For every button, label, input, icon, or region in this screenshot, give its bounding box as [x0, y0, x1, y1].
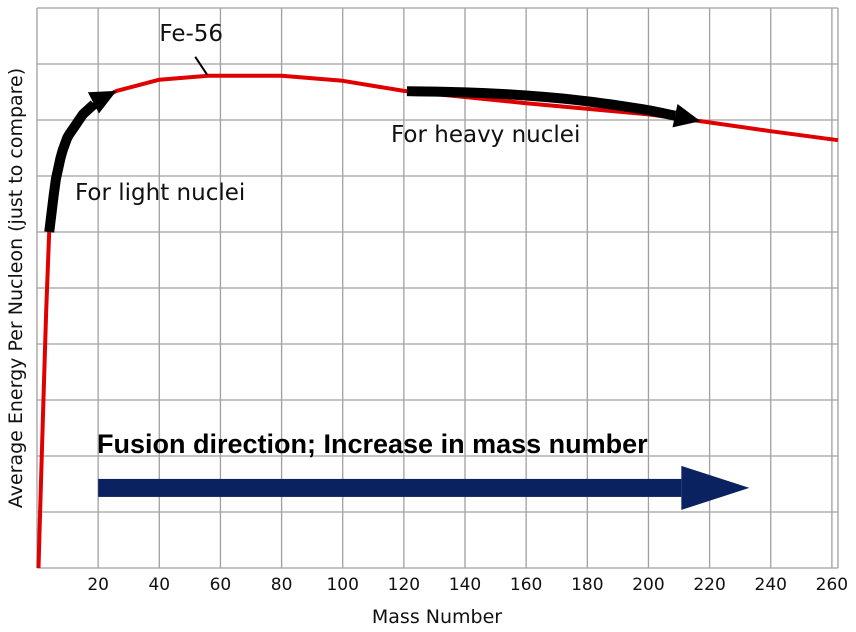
x-ticks: 20 40 60 80 100 120 140 160 180 200 220 240 260 [87, 575, 848, 595]
x-tick-label: 100 [326, 575, 358, 595]
x-tick-label: 80 [271, 575, 293, 595]
x-tick-label: 240 [755, 575, 787, 595]
x-axis-title: Mass Number [372, 606, 502, 628]
fusion-arrow-head [681, 465, 750, 510]
light-nuclei-label: For light nuclei [75, 180, 245, 206]
light-nuclei-arrow-shaft [44, 100, 101, 233]
x-tick-label: 260 [816, 575, 848, 595]
y-axis-title: Average Energy Per Nucleon (just to comp… [5, 68, 27, 508]
x-tick-label: 120 [388, 575, 420, 595]
fe56-pointer-line [194, 56, 209, 76]
grid [36, 7, 839, 569]
annotations: Fe-56 For light nuclei For heavy nuclei Fus… [44, 21, 750, 510]
x-tick-label: 20 [87, 575, 109, 595]
x-tick-label: 40 [148, 575, 170, 595]
x-tick-label: 60 [210, 575, 232, 595]
heavy-nuclei-label: For heavy nuclei [391, 122, 580, 148]
energy-curve [36, 73, 839, 569]
fe56-label: Fe-56 [159, 21, 223, 47]
fusion-arrow-shaft [98, 478, 682, 497]
x-tick-label: 220 [693, 575, 725, 595]
x-tick-label: 180 [571, 575, 603, 595]
heavy-nuclei-arrow-head [672, 103, 701, 128]
x-tick-label: 200 [632, 575, 664, 595]
heavy-nuclei-arrow-shaft [406, 86, 677, 121]
light-nuclei-arrow-head [87, 90, 117, 114]
x-tick-label: 160 [510, 575, 542, 595]
x-tick-label: 140 [449, 575, 481, 595]
fusion-direction-label: Fusion direction; Increase in mass numbe… [97, 429, 648, 459]
